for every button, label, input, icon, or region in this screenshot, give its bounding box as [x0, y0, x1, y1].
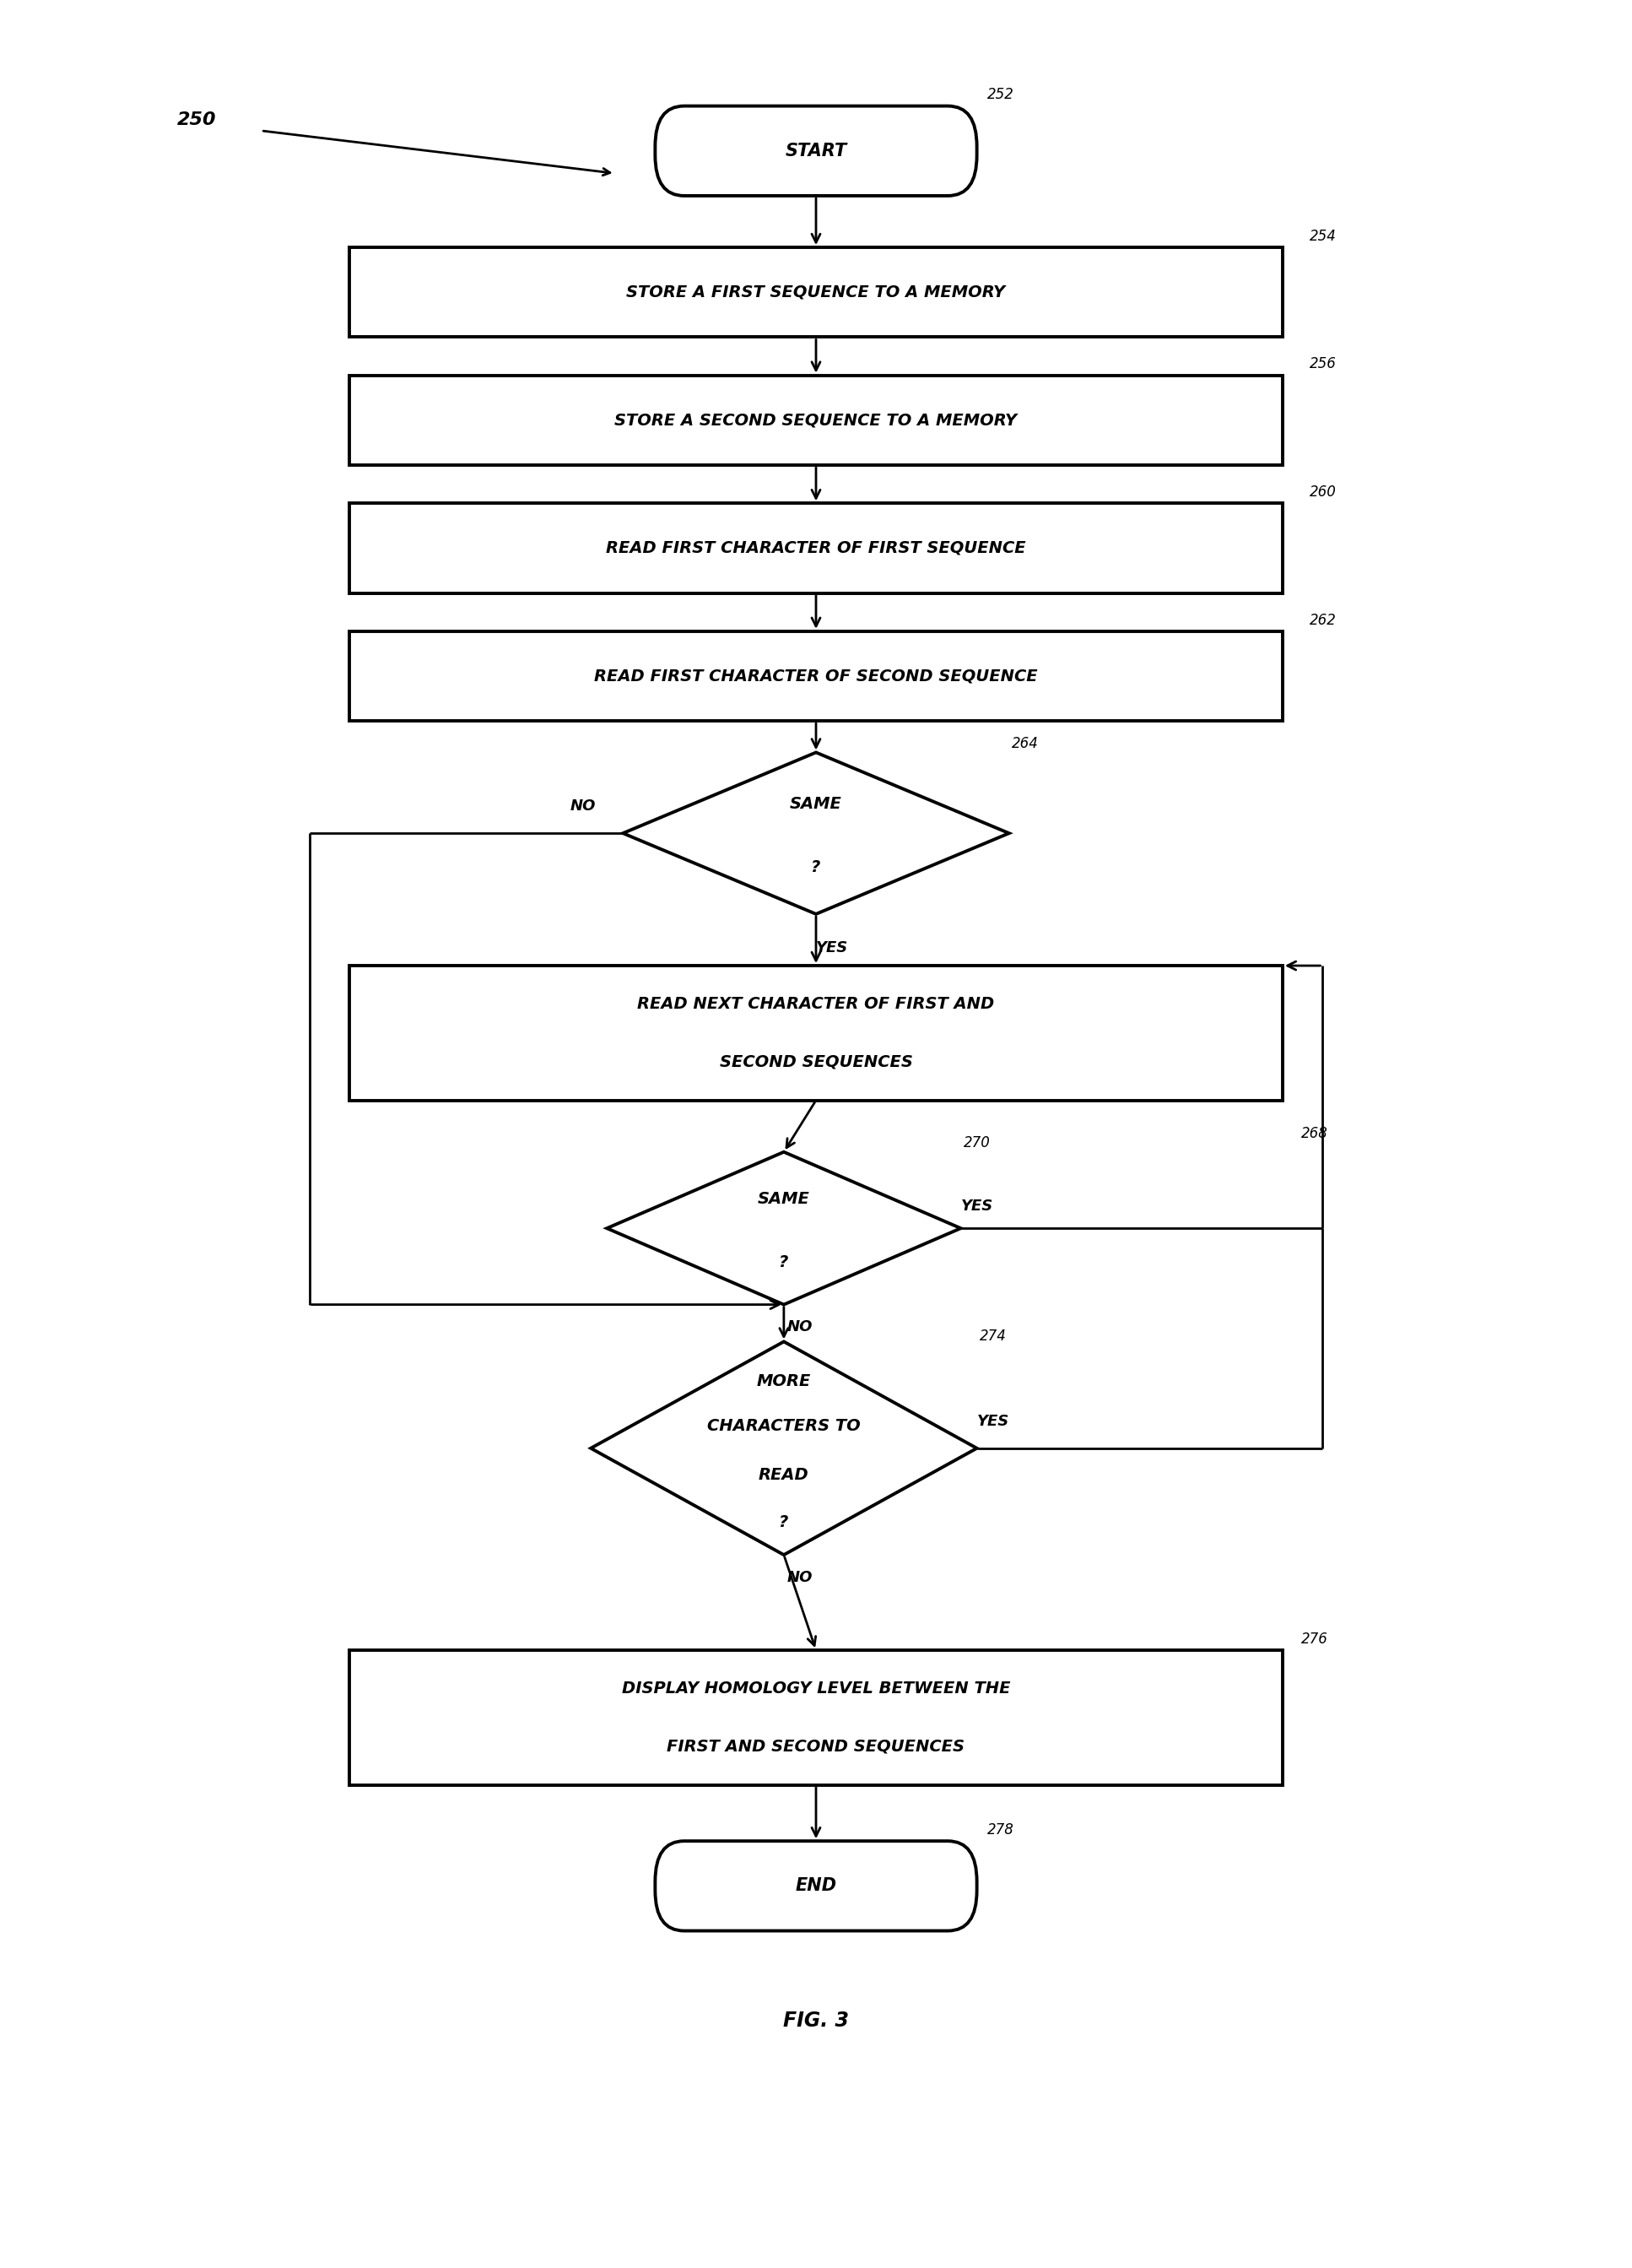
Text: DISPLAY HOMOLOGY LEVEL BETWEEN THE: DISPLAY HOMOLOGY LEVEL BETWEEN THE [622, 1681, 1010, 1696]
Text: 256: 256 [1309, 356, 1337, 372]
Text: 270: 270 [963, 1136, 991, 1150]
Text: NO: NO [787, 1320, 813, 1334]
Text: SECOND SEQUENCES: SECOND SEQUENCES [720, 1055, 912, 1070]
FancyBboxPatch shape [654, 1842, 978, 1930]
Text: 254: 254 [1309, 229, 1337, 243]
Bar [349, 1651, 1283, 1785]
Text: CHARACTERS TO: CHARACTERS TO [707, 1418, 860, 1433]
Text: FIRST AND SECOND SEQUENCES: FIRST AND SECOND SEQUENCES [667, 1740, 965, 1755]
Text: END: END [795, 1878, 837, 1894]
Polygon shape [591, 1343, 978, 1556]
Bar [349, 966, 1283, 1100]
Polygon shape [623, 753, 1009, 914]
Text: NO: NO [787, 1569, 813, 1585]
Bar [349, 631, 1283, 721]
Text: 252: 252 [987, 86, 1015, 102]
Text: SAME: SAME [790, 796, 842, 812]
Text: READ NEXT CHARACTER OF FIRST AND: READ NEXT CHARACTER OF FIRST AND [638, 996, 994, 1012]
Text: 278: 278 [987, 1821, 1015, 1837]
Text: START: START [785, 143, 847, 159]
Polygon shape [607, 1152, 961, 1304]
Text: STORE A SECOND SEQUENCE TO A MEMORY: STORE A SECOND SEQUENCE TO A MEMORY [615, 413, 1017, 429]
Text: ?: ? [778, 1254, 788, 1270]
Text: SAME: SAME [757, 1191, 809, 1207]
Text: YES: YES [816, 941, 849, 955]
Bar [349, 503, 1283, 592]
Text: NO: NO [570, 798, 596, 814]
Text: YES: YES [978, 1413, 1009, 1429]
Text: 268: 268 [1301, 1127, 1328, 1141]
Text: YES: YES [961, 1198, 992, 1213]
Text: READ FIRST CHARACTER OF SECOND SEQUENCE: READ FIRST CHARACTER OF SECOND SEQUENCE [594, 669, 1038, 685]
Text: 264: 264 [1012, 735, 1038, 751]
Text: READ FIRST CHARACTER OF FIRST SEQUENCE: READ FIRST CHARACTER OF FIRST SEQUENCE [605, 540, 1027, 556]
Text: FIG. 3: FIG. 3 [783, 2009, 849, 2030]
Bar [349, 374, 1283, 465]
Text: ?: ? [778, 1515, 788, 1531]
Text: READ: READ [759, 1467, 809, 1483]
Text: MORE: MORE [757, 1372, 811, 1388]
Text: 250: 250 [178, 111, 217, 127]
Text: 276: 276 [1301, 1631, 1328, 1647]
Text: 262: 262 [1309, 612, 1337, 628]
Text: 260: 260 [1309, 485, 1337, 499]
Bar [349, 247, 1283, 338]
Text: 274: 274 [979, 1329, 1007, 1343]
Text: ?: ? [811, 860, 821, 875]
Text: STORE A FIRST SEQUENCE TO A MEMORY: STORE A FIRST SEQUENCE TO A MEMORY [627, 284, 1005, 299]
FancyBboxPatch shape [654, 107, 978, 195]
